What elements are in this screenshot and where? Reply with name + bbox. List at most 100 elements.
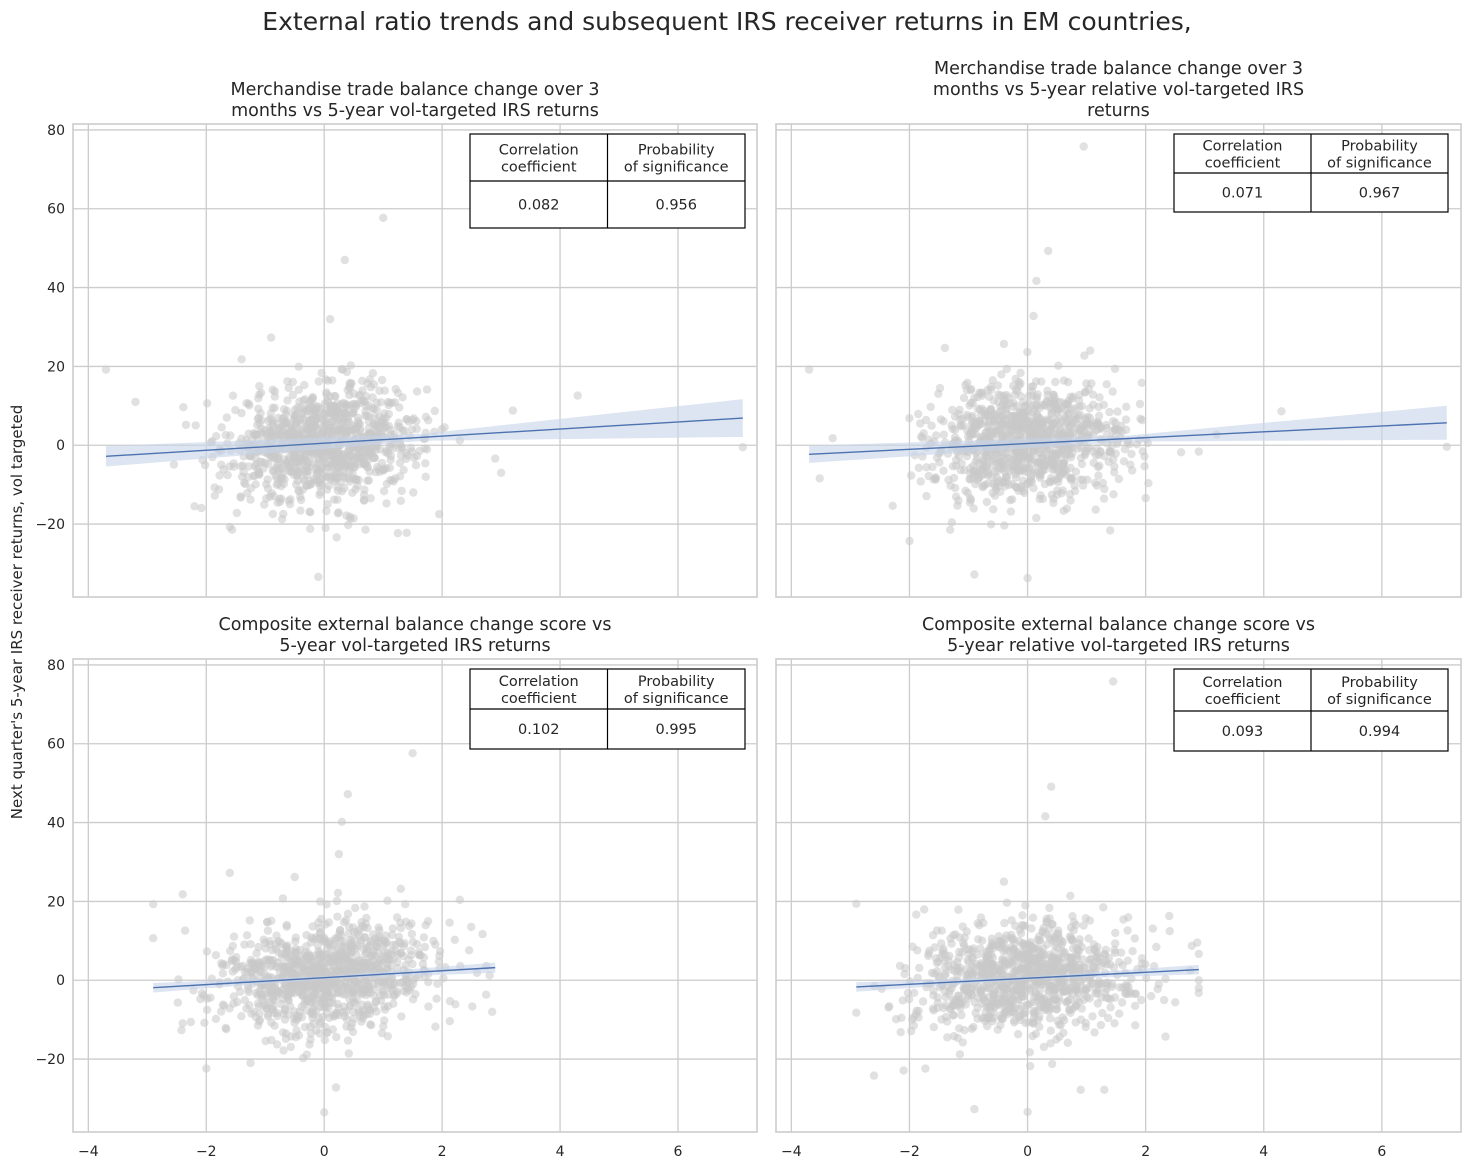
scatter-point <box>349 923 358 932</box>
scatter-point <box>982 497 992 507</box>
y-tick-label: 0 <box>56 973 65 989</box>
scatter-point <box>915 963 924 973</box>
scatter-point <box>1077 982 1086 991</box>
scatter-point <box>869 1071 879 1080</box>
scatter-point <box>284 455 293 464</box>
scatter-point <box>1049 498 1058 508</box>
scatter-point <box>339 428 349 437</box>
scatter-point <box>916 477 925 486</box>
scatter-point <box>396 884 405 893</box>
scatter-point <box>149 900 158 909</box>
scatter-point <box>240 940 249 949</box>
table-value-cell: 0.994 <box>1359 724 1401 740</box>
scatter-point <box>920 905 929 914</box>
scatter-point <box>1046 1026 1056 1035</box>
scatter-point <box>1002 931 1011 940</box>
scatter-point <box>348 1027 358 1037</box>
scatter-point <box>481 990 491 999</box>
scatter-point <box>1025 452 1034 462</box>
scatter-point <box>412 387 422 396</box>
scatter-point <box>422 385 432 394</box>
scatter-point <box>989 998 998 1008</box>
scatter-point <box>101 365 111 374</box>
scatter-point <box>232 953 241 962</box>
scatter-point <box>939 466 948 475</box>
scatter-point <box>380 1005 390 1014</box>
scatter-point <box>265 937 274 946</box>
scatter-point <box>1023 573 1032 583</box>
scatter-point <box>1053 467 1063 477</box>
scatter-point <box>905 414 914 423</box>
scatter-point <box>300 380 309 390</box>
scatter-point <box>181 420 191 430</box>
scatter-point <box>1081 914 1091 923</box>
scatter-point <box>1090 1028 1099 1037</box>
scatter-point <box>341 473 350 482</box>
scatter-point <box>1005 420 1015 429</box>
scatter-point <box>1089 422 1099 431</box>
scatter-point <box>976 466 985 475</box>
scatter-point <box>340 484 349 493</box>
scatter-point <box>1135 399 1145 409</box>
y-tick-label: 20 <box>47 894 65 910</box>
scatter-point <box>331 392 340 401</box>
scatter-point <box>1043 918 1052 927</box>
scatter-point <box>936 415 946 424</box>
scatter-point <box>1154 980 1164 989</box>
scatter-point <box>1024 951 1033 961</box>
scatter-point <box>913 946 922 955</box>
scatter-point <box>283 993 292 1002</box>
scatter-point <box>314 377 323 386</box>
table-header-cell: coefficient <box>501 691 577 707</box>
scatter-point <box>1017 415 1026 424</box>
scatter-point <box>988 960 998 969</box>
scatter-point <box>390 398 400 407</box>
scatter-point <box>411 990 420 999</box>
scatter-point <box>929 1022 938 1032</box>
scatter-point <box>931 431 941 440</box>
scatter-point <box>439 974 448 983</box>
scatter-point <box>343 790 352 799</box>
scatter-point <box>149 934 158 943</box>
scatter-point <box>131 397 140 407</box>
scatter-point <box>302 1050 311 1059</box>
scatter-point <box>1026 1061 1035 1071</box>
scatter-point <box>325 314 335 324</box>
scatter-point <box>1132 440 1142 449</box>
scatter-point <box>1010 1018 1019 1027</box>
scatter-point <box>368 946 378 955</box>
scatter-point <box>961 486 970 495</box>
scatter-point <box>1106 526 1115 535</box>
scatter-point <box>404 978 413 987</box>
scatter-point <box>407 929 417 939</box>
scatter-point <box>362 990 371 1000</box>
scatter-point <box>967 1024 976 1034</box>
scatter-point <box>363 923 372 933</box>
scatter-point <box>1023 467 1033 477</box>
scatter-point <box>1131 989 1140 998</box>
figure-title: External ratio trends and subsequent IRS… <box>262 7 1191 36</box>
scatter-points <box>149 749 497 1117</box>
scatter-point <box>1046 958 1056 967</box>
scatter-point <box>1094 411 1104 420</box>
scatter-point <box>383 1032 392 1041</box>
scatter-point <box>937 939 946 948</box>
scatter-point <box>1102 380 1111 389</box>
scatter-point <box>296 419 305 428</box>
table-header-cell: of significance <box>624 160 729 176</box>
scatter-point <box>430 406 439 416</box>
scatter-point <box>1137 995 1146 1005</box>
scatter-point <box>221 1023 230 1033</box>
panel-title-line: Merchandise trade balance change over 3 <box>934 59 1303 79</box>
scatter-point <box>1114 474 1124 484</box>
scatter-point <box>1002 364 1011 374</box>
scatter-point <box>1100 1085 1109 1095</box>
scatter-point <box>951 461 961 470</box>
scatter-point <box>366 445 376 455</box>
scatter-point <box>424 1002 433 1011</box>
scatter-point <box>275 424 284 434</box>
scatter-point <box>284 466 293 476</box>
scatter-point <box>261 944 270 953</box>
scatter-point <box>1109 490 1118 499</box>
